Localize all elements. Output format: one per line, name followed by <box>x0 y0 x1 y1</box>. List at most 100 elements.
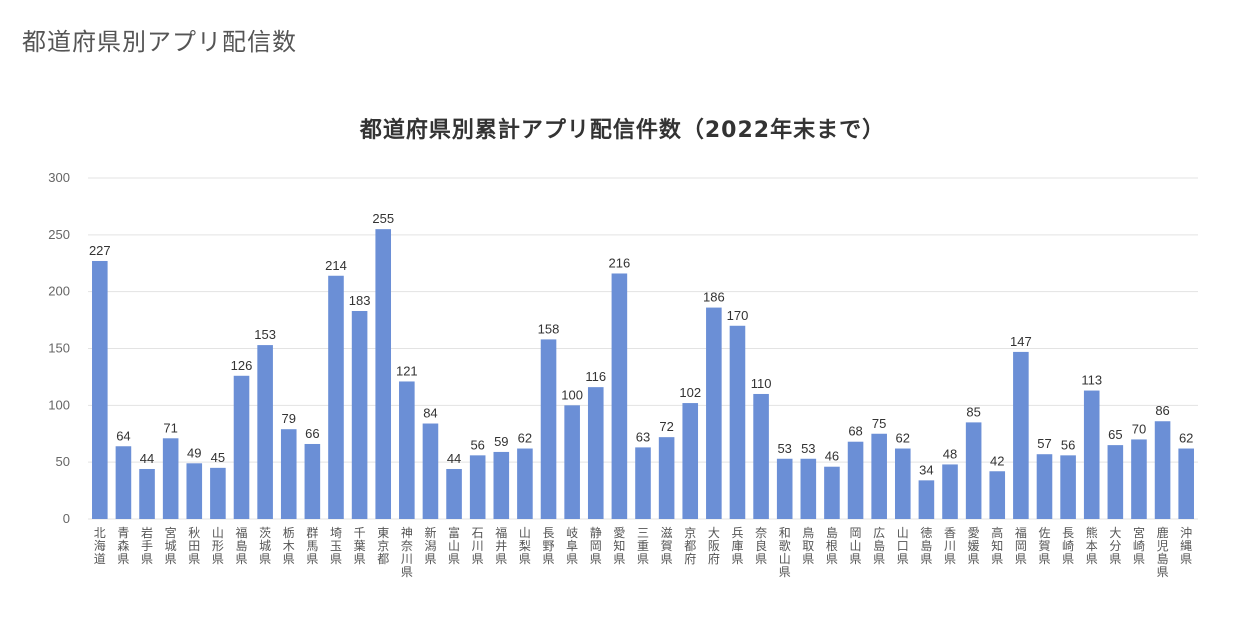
bar <box>1036 454 1053 519</box>
bar <box>517 448 533 519</box>
bar <box>635 447 651 519</box>
x-tick-label: 栃木県 <box>283 526 295 566</box>
x-tick-label: 宮崎県 <box>1133 525 1145 566</box>
x-tick-label: 岡山県 <box>850 526 862 566</box>
y-tick-label: 100 <box>48 397 70 412</box>
data-label: 110 <box>751 376 772 391</box>
x-tick-label: 神奈川県 <box>401 526 413 579</box>
x-tick-label: 愛媛県 <box>968 526 980 566</box>
y-tick-label: 200 <box>48 284 70 299</box>
bar <box>399 381 415 519</box>
data-label: 59 <box>494 434 508 449</box>
data-label: 113 <box>1081 373 1102 388</box>
bar <box>753 393 769 519</box>
data-label: 121 <box>396 363 418 378</box>
x-tick-label: 徳島県 <box>920 525 932 566</box>
data-label: 75 <box>872 416 886 431</box>
bar <box>422 423 439 519</box>
chart-title: 都道府県別累計アプリ配信件数（2022年末まで） <box>359 118 886 143</box>
bar <box>469 455 486 519</box>
bar <box>800 458 817 519</box>
x-tick-label: 沖縄県 <box>1180 526 1192 566</box>
data-label: 46 <box>825 449 839 464</box>
data-label: 153 <box>254 327 276 342</box>
x-tick-label: 鳥取県 <box>802 525 814 566</box>
bar <box>1178 448 1194 519</box>
x-tick-label: 茨城県 <box>259 526 271 566</box>
data-label: 63 <box>636 429 650 444</box>
x-tick-label: 埼玉県 <box>330 526 342 566</box>
x-tick-label: 石川県 <box>472 526 484 566</box>
data-label: 34 <box>919 462 933 477</box>
bar <box>587 387 604 519</box>
bar <box>280 429 297 519</box>
bar <box>92 260 108 519</box>
data-label: 86 <box>1155 403 1169 418</box>
data-label: 64 <box>116 428 130 443</box>
bar <box>493 451 510 519</box>
bar <box>446 468 462 519</box>
bar <box>894 448 911 519</box>
data-label: 45 <box>211 450 225 465</box>
y-tick-label: 150 <box>48 341 70 356</box>
bar <box>1013 351 1029 519</box>
x-tick-label: 富山県 <box>448 525 460 566</box>
bar <box>210 467 226 519</box>
data-label: 57 <box>1037 436 1051 451</box>
data-label: 44 <box>140 451 154 466</box>
data-label: 62 <box>1179 431 1193 446</box>
bar <box>540 339 557 519</box>
x-tick-label: 新潟県 <box>424 525 436 566</box>
bar <box>776 458 793 519</box>
data-label: 186 <box>703 290 725 305</box>
data-label: 227 <box>89 243 111 258</box>
data-label: 183 <box>349 293 371 308</box>
bar <box>611 273 628 519</box>
x-tick-label: 長崎県 <box>1062 526 1074 566</box>
y-tick-label: 300 <box>48 170 70 185</box>
data-label: 100 <box>561 387 583 402</box>
x-tick-label: 長野県 <box>543 526 555 566</box>
data-label: 53 <box>801 441 815 456</box>
data-label: 70 <box>1132 421 1146 436</box>
data-label: 84 <box>423 406 437 421</box>
bar <box>115 446 132 519</box>
data-label: 102 <box>679 385 701 400</box>
x-tick-label: 東京都 <box>377 526 389 566</box>
data-label: 62 <box>896 431 910 446</box>
data-label: 214 <box>325 258 347 273</box>
data-label: 216 <box>609 255 631 270</box>
data-label: 126 <box>231 358 253 373</box>
x-tick-label: 岐阜県 <box>566 526 578 566</box>
bar <box>351 310 368 519</box>
data-label: 49 <box>187 445 201 460</box>
x-tick-label: 北海道 <box>94 526 106 566</box>
x-tick-label: 山形県 <box>212 526 224 566</box>
x-tick-label: 兵庫県 <box>731 526 743 566</box>
data-label: 53 <box>777 441 791 456</box>
bar <box>233 375 250 519</box>
y-tick-label: 0 <box>63 511 70 526</box>
bar <box>162 438 179 519</box>
bar <box>942 464 958 519</box>
x-tick-label: 滋賀県 <box>661 526 673 566</box>
data-label: 170 <box>727 308 749 323</box>
bar <box>706 307 722 519</box>
x-tick-label: 青森県 <box>117 526 129 566</box>
data-label: 71 <box>163 420 177 435</box>
page-heading: 都道府県別アプリ配信数 <box>22 28 297 56</box>
x-tick-label: 香川県 <box>944 526 956 566</box>
x-tick-label: 三重県 <box>637 526 649 566</box>
data-label: 79 <box>282 411 296 426</box>
bar <box>1083 390 1100 519</box>
bar <box>304 443 321 519</box>
x-tick-label: 佐賀県 <box>1038 526 1050 566</box>
x-tick-label: 大分県 <box>1109 526 1121 566</box>
x-tick-label: 福島県 <box>236 525 248 566</box>
data-label: 42 <box>990 453 1004 468</box>
x-tick-label: 福岡県 <box>1015 525 1027 566</box>
bar <box>965 422 982 519</box>
data-label: 158 <box>538 321 560 336</box>
x-tick-label: 広島県 <box>873 526 885 566</box>
y-tick-label: 250 <box>48 227 70 242</box>
